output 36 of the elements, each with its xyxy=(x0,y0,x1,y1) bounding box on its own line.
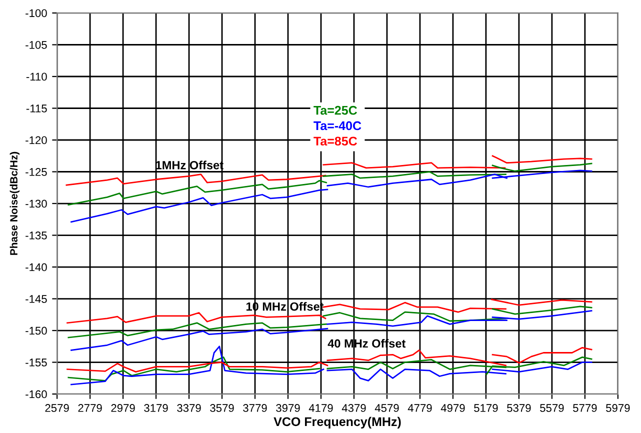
x-tick-label: 4379 xyxy=(342,404,366,412)
y-tick-label: -125 xyxy=(26,168,47,176)
x-tick-label: 5779 xyxy=(573,404,597,412)
x-tick-label: 4979 xyxy=(440,404,465,412)
text: Ta=85C xyxy=(314,136,358,146)
x-tick-label: 2579 xyxy=(45,404,69,412)
x-tick-label: 4179 xyxy=(308,404,333,412)
y-tick-label: -160 xyxy=(26,390,47,398)
x-tick-label: 3179 xyxy=(144,404,168,412)
x-tick-label: 5379 xyxy=(507,404,531,412)
x-tick-label: 2979 xyxy=(111,404,135,412)
y-tick-label: -105 xyxy=(26,41,47,49)
y-tick-label: -110 xyxy=(26,72,47,81)
x-tick-label: 3379 xyxy=(177,404,201,412)
text: Ta=-40C xyxy=(314,121,362,130)
x-tick-label: 3579 xyxy=(210,404,234,412)
y-tick-label: -130 xyxy=(26,200,47,208)
y-axis-title: Phase Noise(dBc/Hz) xyxy=(10,152,20,255)
x-tick-label: 3979 xyxy=(276,404,300,412)
y-tick-label: -115 xyxy=(26,104,47,112)
y-tick-label: -135 xyxy=(26,232,47,240)
x-tick-label: 4579 xyxy=(374,404,399,412)
y-tick-label: -140 xyxy=(26,263,47,272)
x-tick-label: 5579 xyxy=(540,404,564,412)
text: Ta=25C xyxy=(314,106,358,115)
y-tick-label: -100 xyxy=(26,9,47,18)
x-tick-label: 5179 xyxy=(474,404,498,412)
y-tick-label: -145 xyxy=(26,295,47,303)
y-tick-label: -120 xyxy=(26,136,47,144)
x-tick-label: 4779 xyxy=(408,404,432,412)
x-tick-label: 2779 xyxy=(78,404,102,412)
y-tick-label: -155 xyxy=(26,358,47,366)
y-tick-label: -150 xyxy=(26,326,47,335)
x-tick-label: 3779 xyxy=(243,404,267,412)
x-axis-title: VCO Frequency(MHz) xyxy=(274,416,401,429)
x-tick-label: 5979 xyxy=(606,404,630,412)
